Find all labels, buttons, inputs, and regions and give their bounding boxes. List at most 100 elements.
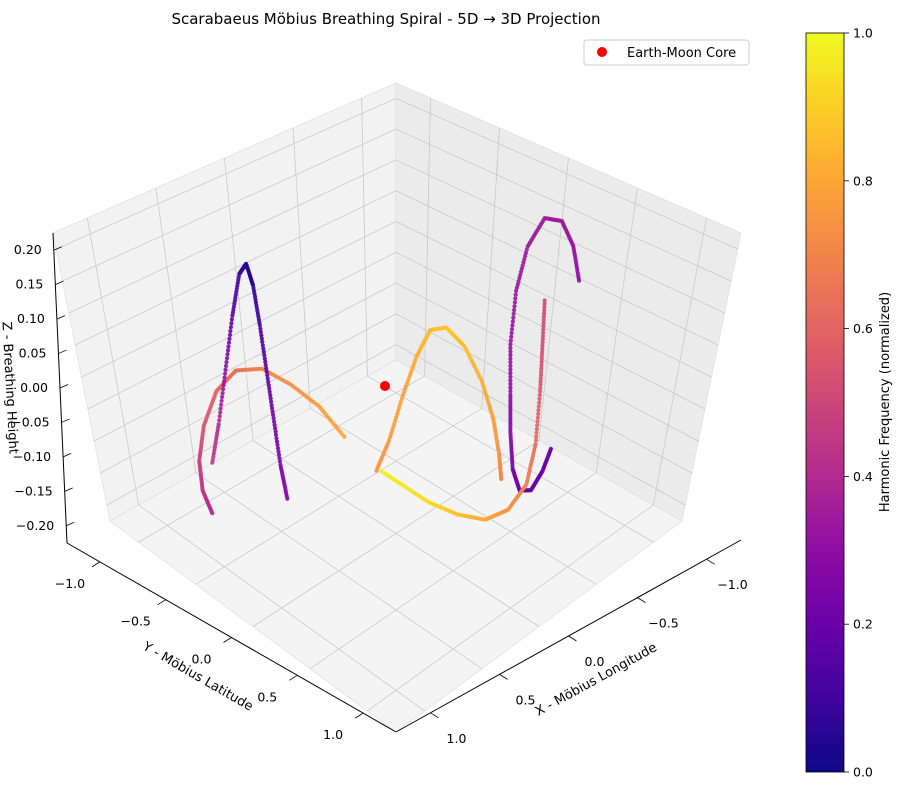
data-point — [540, 337, 545, 342]
data-point — [513, 292, 518, 297]
data-point — [512, 304, 517, 309]
data-point — [210, 460, 215, 465]
data-point — [267, 389, 272, 394]
data-point — [508, 371, 513, 376]
y-tick-mark — [354, 712, 364, 719]
data-point — [275, 446, 281, 451]
data-point — [541, 321, 546, 326]
x-ticks: −1.0 −0.5 0.0 0.5 1.0 — [430, 558, 748, 746]
y-tick-label: −1.0 — [55, 576, 85, 591]
core-point — [380, 381, 390, 391]
colorbar-label: Harmonic Frequency (normalized) — [878, 292, 893, 512]
legend: Earth-Moon Core — [583, 39, 750, 66]
data-point — [218, 410, 223, 415]
z-tick-mark — [59, 384, 69, 389]
data-point — [265, 376, 270, 381]
x-tick-label: 1.0 — [447, 731, 467, 746]
data-point — [538, 382, 543, 387]
data-point — [509, 330, 514, 336]
data-point — [217, 414, 222, 419]
colorbar-tick-label: 0.8 — [853, 173, 873, 188]
colorbar-tick-label: 1.0 — [853, 26, 873, 41]
data-point — [537, 400, 542, 405]
data-point — [259, 333, 264, 338]
spiral-points — [197, 216, 582, 522]
data-point — [512, 300, 518, 305]
data-point — [221, 383, 226, 388]
x-grid-line — [224, 157, 540, 627]
data-point — [258, 329, 263, 335]
y-grid-line — [195, 127, 500, 585]
data-point — [223, 371, 228, 376]
data-point — [509, 334, 514, 339]
data-point — [261, 346, 266, 351]
z-tick-mark — [64, 487, 73, 492]
data-point — [508, 338, 513, 343]
data-point — [508, 353, 513, 358]
z-tick-label: −0.20 — [16, 518, 54, 533]
data-point — [537, 396, 542, 401]
y-tick-label: 1.0 — [323, 727, 343, 742]
data-point — [521, 260, 526, 265]
data-point — [268, 393, 273, 398]
data-point — [534, 434, 539, 439]
data-point — [388, 435, 393, 440]
data-point — [272, 422, 277, 428]
axes-3d — [52, 82, 742, 733]
y-tick-mark — [91, 561, 101, 568]
z-tick-mark — [62, 453, 72, 458]
data-point — [400, 393, 405, 398]
data-point — [223, 367, 228, 372]
x-axis-label: X - Möbius Longitude — [533, 640, 660, 719]
data-point — [397, 402, 402, 407]
z-grid-line — [87, 251, 706, 410]
data-point — [525, 244, 530, 249]
data-point — [227, 336, 232, 341]
data-point — [229, 317, 234, 322]
z-tick-label: 0.10 — [17, 311, 45, 326]
data-point — [262, 356, 267, 361]
data-point — [218, 406, 223, 411]
data-point — [508, 385, 513, 390]
data-point — [510, 319, 515, 324]
data-point — [542, 304, 547, 310]
data-point — [266, 383, 271, 388]
data-point — [540, 343, 545, 348]
data-point — [508, 374, 513, 379]
data-point — [542, 301, 547, 306]
data-point — [274, 439, 280, 444]
pane-floor — [109, 359, 683, 733]
data-point — [389, 431, 394, 437]
legend-box — [583, 39, 750, 66]
data-point — [264, 366, 269, 371]
data-point — [392, 419, 398, 424]
data-point — [534, 430, 539, 435]
x-tick-mark — [637, 597, 646, 603]
x-tick-mark — [430, 712, 439, 719]
z-tick-mark — [61, 418, 70, 423]
data-point — [394, 412, 400, 417]
data-point — [511, 315, 516, 320]
x-tick-mark — [706, 558, 715, 565]
data-point — [398, 399, 403, 404]
data-point — [271, 412, 276, 418]
data-point — [222, 379, 227, 384]
data-point — [536, 408, 541, 413]
x-tick-mark — [568, 635, 577, 642]
data-point — [541, 324, 546, 329]
data-point — [542, 298, 547, 303]
y-tick-mark — [157, 599, 166, 606]
data-point — [391, 422, 397, 427]
data-point — [539, 363, 544, 368]
data-point — [399, 396, 404, 401]
y-grid-line — [367, 217, 707, 712]
data-point — [224, 360, 229, 365]
legend-marker — [597, 47, 607, 57]
data-point — [264, 369, 269, 374]
data-point — [536, 404, 541, 409]
data-point — [278, 462, 283, 467]
z-grid-line — [56, 97, 738, 250]
data-point — [269, 399, 274, 404]
z-grid-line — [62, 128, 732, 282]
y-tick-mark — [223, 637, 232, 643]
